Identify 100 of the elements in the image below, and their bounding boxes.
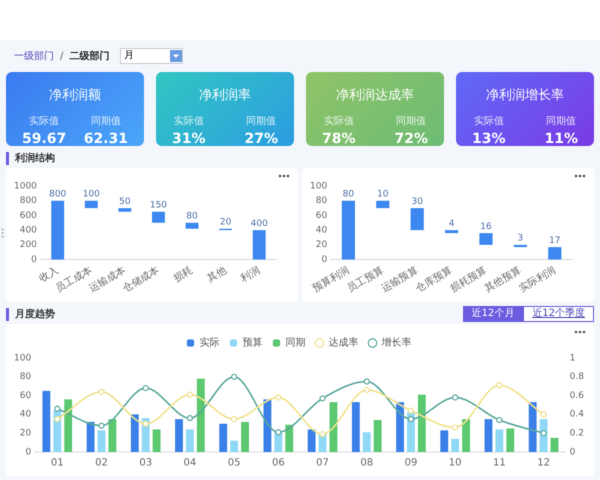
data-label: 10 bbox=[377, 190, 389, 200]
bar bbox=[219, 424, 228, 452]
bar bbox=[86, 422, 95, 452]
chart-title: 月度趋势 bbox=[15, 307, 55, 321]
x-tick-label: 05 bbox=[228, 458, 240, 469]
bar bbox=[285, 424, 294, 452]
bar bbox=[550, 438, 558, 452]
point bbox=[496, 416, 502, 424]
bar bbox=[462, 419, 470, 452]
point bbox=[540, 430, 547, 436]
text: 实际值 bbox=[474, 114, 504, 128]
x-tick-label: 12 bbox=[537, 458, 550, 469]
text: 11% bbox=[544, 131, 578, 147]
y-tick-label: 20 bbox=[20, 428, 32, 439]
point bbox=[142, 384, 149, 392]
point bbox=[142, 420, 149, 427]
text: / bbox=[60, 50, 64, 62]
x-tick-label: 02 bbox=[95, 458, 108, 469]
bar bbox=[51, 200, 64, 260]
bar bbox=[440, 430, 448, 452]
point bbox=[408, 408, 414, 414]
data-label: 400 bbox=[250, 219, 268, 230]
bar bbox=[451, 438, 460, 452]
bar bbox=[196, 378, 205, 452]
bar bbox=[230, 440, 238, 452]
y-tick-label: 20 bbox=[316, 240, 328, 250]
y-tick-label: 60 bbox=[316, 210, 328, 221]
text: 二级部门 bbox=[69, 49, 110, 63]
bar bbox=[444, 230, 458, 234]
text: 同期值 bbox=[546, 114, 576, 128]
point bbox=[275, 429, 282, 436]
text: 同期值 bbox=[246, 114, 276, 128]
x-tick-label: 利润 bbox=[238, 264, 262, 285]
bar bbox=[108, 419, 116, 452]
tab-button[interactable]: 近12个季度 bbox=[523, 306, 594, 322]
bar bbox=[548, 247, 562, 260]
text: 净利润额 bbox=[48, 87, 102, 104]
bar bbox=[264, 399, 272, 452]
legend-label: 增长率 bbox=[380, 336, 412, 349]
text: 59.67 bbox=[22, 131, 66, 147]
y-tick-label: 100 bbox=[310, 181, 328, 192]
bar bbox=[506, 428, 514, 452]
point bbox=[231, 416, 238, 422]
x-tick-label: 06 bbox=[272, 458, 285, 469]
x-tick-label: 07 bbox=[316, 458, 329, 469]
data-label: 16 bbox=[480, 222, 492, 232]
text: 13% bbox=[472, 131, 506, 147]
point bbox=[54, 406, 60, 412]
bar bbox=[495, 429, 504, 452]
y-tick-label: 80 bbox=[20, 372, 32, 382]
data-label: 17 bbox=[549, 236, 561, 246]
bar bbox=[418, 394, 426, 452]
dropdown-field[interactable]: 月 bbox=[120, 48, 183, 64]
bar bbox=[352, 402, 360, 452]
y-tick-label: 800 bbox=[20, 196, 38, 206]
bar bbox=[274, 432, 282, 452]
x-tick-label: 09 bbox=[404, 458, 418, 469]
point bbox=[54, 416, 60, 422]
bar bbox=[152, 429, 161, 452]
bar bbox=[342, 200, 355, 260]
bar bbox=[396, 402, 404, 452]
y-tick-label: 100 bbox=[14, 353, 32, 364]
point bbox=[408, 416, 414, 422]
y-tick-label: 80 bbox=[316, 196, 328, 206]
bar bbox=[374, 420, 382, 452]
bar bbox=[241, 422, 249, 452]
bar bbox=[362, 432, 371, 452]
data-label: 30 bbox=[411, 196, 424, 207]
chart-title: 利润结构 bbox=[15, 151, 55, 165]
text: 31% bbox=[172, 131, 206, 147]
text: 62.31 bbox=[84, 131, 128, 147]
data-label: 80 bbox=[186, 212, 198, 222]
x-tick-label: 10 bbox=[448, 458, 462, 469]
text: 72% bbox=[394, 131, 428, 147]
bar bbox=[118, 208, 132, 212]
bar bbox=[175, 419, 183, 452]
y-tick-label: 0 bbox=[321, 254, 328, 265]
data-label: 50 bbox=[119, 196, 131, 207]
text: 净利润达成率 bbox=[335, 87, 415, 104]
data-label: 80 bbox=[342, 190, 354, 200]
y2-tick-label: 0.4 bbox=[570, 410, 584, 420]
point bbox=[364, 378, 370, 385]
text: 同期值 bbox=[396, 114, 426, 128]
tab-button[interactable]: 近12个月 bbox=[462, 306, 524, 322]
point bbox=[452, 424, 458, 431]
point bbox=[496, 382, 502, 388]
text: 一级部门 bbox=[14, 50, 54, 63]
point bbox=[364, 386, 370, 394]
y-tick-label: 400 bbox=[20, 226, 38, 236]
bar bbox=[484, 419, 492, 452]
point bbox=[275, 394, 282, 401]
point bbox=[98, 422, 105, 429]
y2-tick-label: 0.2 bbox=[570, 428, 584, 439]
text: 净利润率 bbox=[198, 87, 252, 104]
bar bbox=[186, 222, 198, 229]
data-label: 3 bbox=[518, 234, 524, 244]
data-label: 4 bbox=[448, 219, 455, 230]
text: 实际值 bbox=[324, 114, 354, 128]
text: 同期值 bbox=[90, 114, 121, 128]
y-tick-label: 600 bbox=[20, 210, 38, 221]
